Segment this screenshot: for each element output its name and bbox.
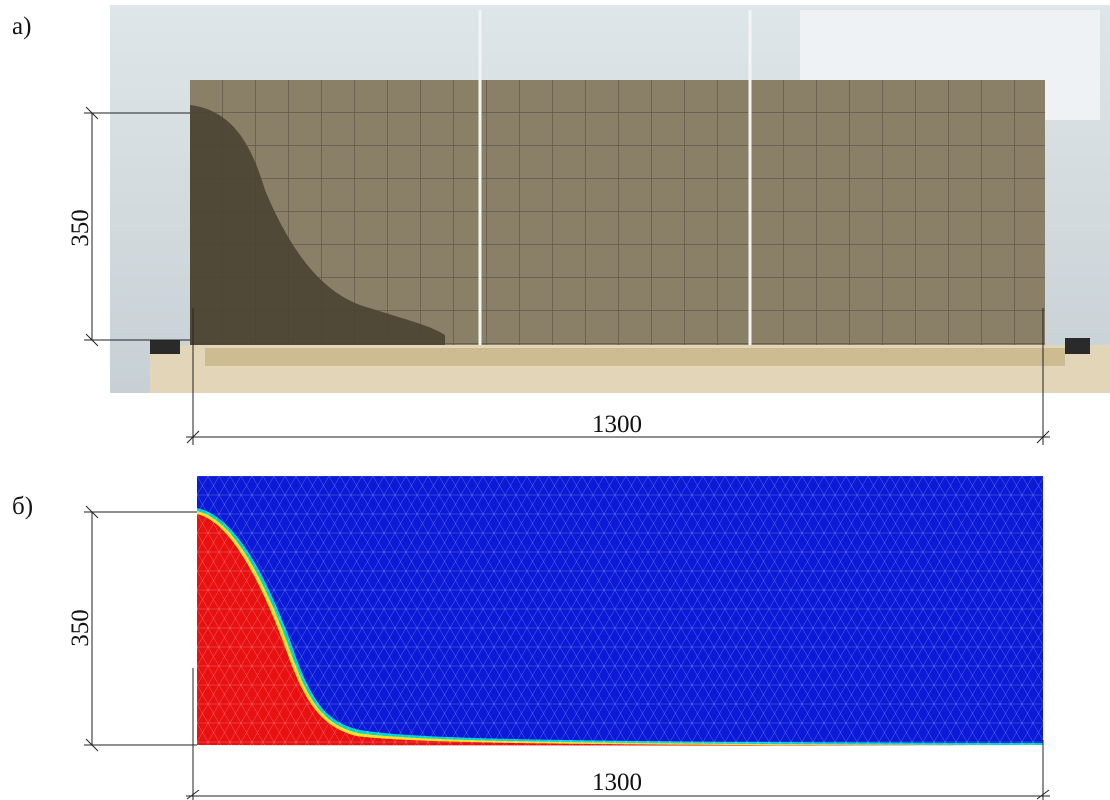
panel-label: а): [12, 13, 31, 40]
width-label: 1300: [592, 769, 642, 796]
height-label: 350: [67, 209, 94, 247]
photo: [110, 5, 1110, 393]
width-label: 1300: [592, 411, 642, 438]
simulation: [197, 476, 1043, 746]
dimensions-b: [84, 505, 1050, 800]
panel-label: б): [12, 493, 33, 520]
height-label: 350: [67, 609, 94, 647]
dimensions-a: [84, 106, 1050, 445]
